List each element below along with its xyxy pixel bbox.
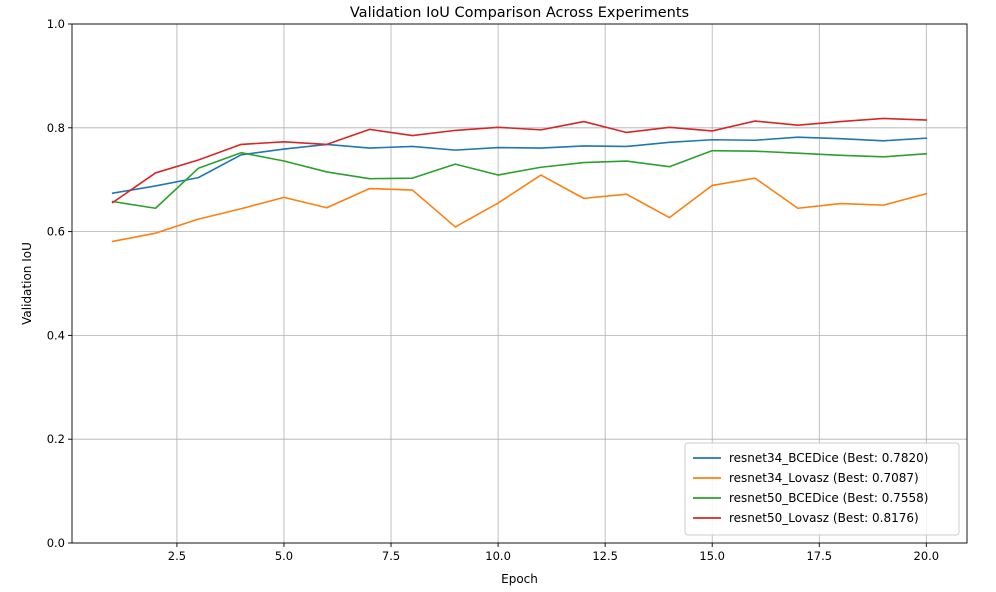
plot-frame	[71, 23, 968, 544]
axis-ticks: 2.5 5.0 7.5 10.0 12.5 15.0 17.5 20.0 0.0 0.2 0.4 0.…	[47, 17, 939, 563]
x-tick-label: 5.0	[275, 549, 293, 563]
series-lines	[111, 117, 928, 243]
series-line-2	[111, 174, 928, 243]
y-tick-label: 0.6	[47, 225, 65, 239]
legend-label: resnet50_Lovasz (Best: 0.8176)	[729, 511, 919, 525]
x-tick-label: 15.0	[699, 549, 725, 563]
y-tick-label: 0.4	[47, 328, 65, 342]
x-axis-label: Epoch	[501, 572, 538, 586]
y-tick-label: 0.2	[47, 432, 65, 446]
legend: resnet34_BCEDice (Best: 0.7820) resnet34_…	[684, 442, 960, 536]
legend-label: resnet34_BCEDice (Best: 0.7820)	[729, 451, 928, 465]
x-tick-label: 12.5	[592, 549, 618, 563]
series-line-4	[111, 117, 928, 204]
x-tick-label: 17.5	[806, 549, 832, 563]
x-tick-label: 10.0	[485, 549, 511, 563]
legend-box	[684, 442, 960, 536]
y-axis-label: Validation IoU	[20, 242, 34, 325]
x-tick-label: 7.5	[382, 549, 400, 563]
x-tick-label: 20.0	[914, 549, 940, 563]
x-tick-label: 2.5	[168, 549, 186, 563]
y-tick-label: 0.0	[47, 536, 65, 550]
legend-label: resnet34_Lovasz (Best: 0.7087)	[729, 471, 919, 485]
chart-title: Validation IoU Comparison Across Experim…	[350, 5, 689, 21]
y-tick-label: 0.8	[47, 121, 65, 135]
series-line-3	[111, 149, 928, 210]
y-tick-label: 1.0	[47, 17, 65, 31]
legend-label: resnet50_BCEDice (Best: 0.7558)	[729, 491, 928, 505]
